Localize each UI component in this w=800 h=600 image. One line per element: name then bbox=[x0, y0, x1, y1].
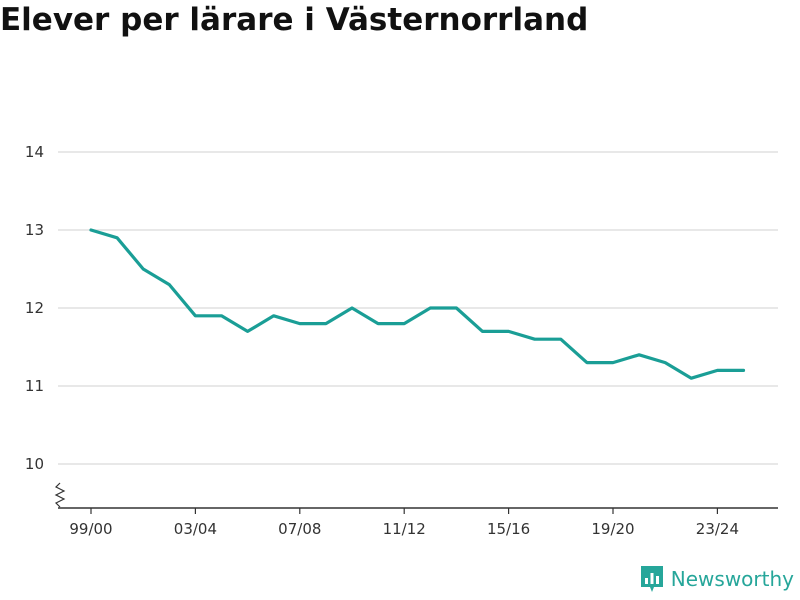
y-tick-label: 10 bbox=[25, 455, 44, 473]
brand-name: Newsworthy bbox=[670, 567, 794, 591]
y-tick-label: 11 bbox=[25, 377, 44, 395]
newsworthy-logo-icon bbox=[640, 566, 663, 592]
x-tick-label: 99/00 bbox=[69, 520, 112, 538]
y-tick-label: 12 bbox=[25, 299, 44, 317]
x-tick-label: 03/04 bbox=[174, 520, 217, 538]
x-axis: 99/00 03/04 07/08 11/12 15/16 19/20 23/24 bbox=[58, 507, 778, 538]
x-tick-label: 11/12 bbox=[383, 520, 426, 538]
y-tick-label: 14 bbox=[25, 143, 44, 161]
x-tick-label: 07/08 bbox=[278, 520, 321, 538]
x-tick-label: 19/20 bbox=[591, 520, 634, 538]
chart-title: Elever per lärare i Västernorrland bbox=[0, 2, 589, 38]
gridlines bbox=[58, 151, 778, 465]
y-tick-label: 13 bbox=[25, 221, 44, 239]
axis-break-icon bbox=[54, 482, 66, 508]
y-axis: 10 11 12 13 14 bbox=[25, 143, 66, 508]
series-layer bbox=[89, 228, 746, 380]
brand-logo[interactable]: Newsworthy bbox=[639, 564, 794, 594]
x-tick-label: 23/24 bbox=[696, 520, 739, 538]
series-line bbox=[89, 228, 746, 380]
x-tick-label: 15/16 bbox=[487, 520, 530, 538]
